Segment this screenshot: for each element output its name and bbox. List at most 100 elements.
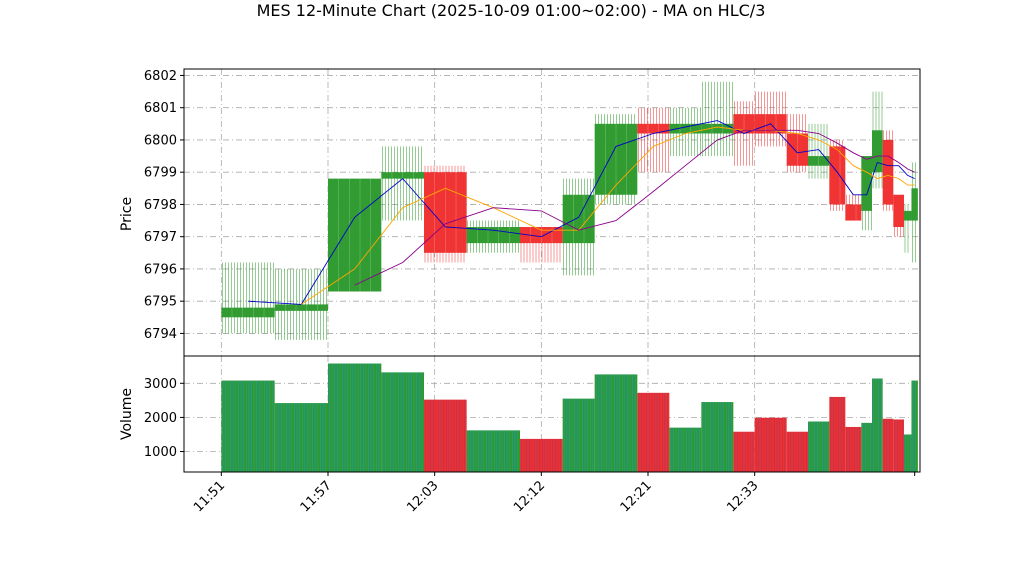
candle [221,262,275,334]
price-tick-label: 6796 [144,262,177,277]
volume-bar-fill [466,430,520,472]
candle [754,91,787,147]
candle-body [381,172,424,179]
volume-bar [904,434,912,472]
candle-body [829,146,846,205]
candle [845,194,862,221]
volume-axis-label: Volume [119,388,135,440]
volume-bar [594,374,638,472]
volume-tick-label: 3000 [144,377,177,392]
candle-body [733,114,755,134]
volume-bar [882,418,894,472]
volume-bar-fill [893,419,904,472]
price-tick-label: 6794 [144,327,177,342]
volume-bar-fill [911,380,918,472]
volume-bar [754,417,787,472]
candle [328,178,382,292]
volume-bar [520,438,563,472]
candle [562,178,595,276]
volume-bar [328,363,382,472]
volume-bar [872,378,883,472]
candle-body [808,156,830,166]
candle [861,156,872,231]
candle [520,227,563,263]
volume-bar [733,431,755,472]
candle-body [701,123,734,134]
x-tick-label: 12:21 [618,478,655,515]
price-axis-label: Price [119,197,135,231]
price-tick-label: 6797 [144,230,177,245]
price-tick-label: 6800 [144,133,177,148]
volume-bar-fill [637,392,670,472]
candle-body [466,227,520,244]
x-axis: 11:51 11:57 12:03 12:12 12:21 12:33 [191,472,916,515]
candle-body [904,210,912,221]
candle-body [274,304,328,311]
volume-bar-fill [882,418,894,472]
volume-bar [381,372,424,472]
candle-body [669,123,702,134]
candle-body [594,123,638,195]
volume-bar [786,431,808,472]
volume-bar [669,427,702,472]
x-tick-label: 11:57 [298,478,335,515]
price-tick-label: 6798 [144,198,177,213]
candle [904,204,912,253]
price-tick-label: 6801 [144,101,177,116]
x-tick-label: 12:03 [404,478,441,515]
volume-bar [893,419,904,472]
candle-body [861,156,872,211]
candle-body [424,172,467,253]
volume-bar-fill [786,431,808,472]
moving-average-line [354,129,915,286]
volume-bar-fill [733,431,755,472]
candle-body [221,307,275,318]
price-tick-label: 6802 [144,69,177,84]
price-panel-frame [183,68,921,357]
volume-panel-frame [183,355,921,473]
x-tick-label: 11:51 [191,478,228,515]
x-tick-label: 12:33 [724,478,761,515]
candle-body [328,178,382,292]
candle [872,91,883,189]
volume-bar [829,396,846,472]
volume-bar [221,380,275,472]
volume-bar-fill [872,378,883,472]
candle-body [882,139,894,205]
candle-body [893,194,904,228]
volume-bar-fill [845,426,862,472]
candle [424,165,467,263]
volume-bar-fill [829,396,846,472]
candle [786,114,808,173]
volume-y-axis: 1000 2000 3000 [144,377,184,460]
candle-body [845,204,862,221]
volume-bar-fill [274,403,328,472]
volume-bar [466,430,520,472]
candle-body [637,123,670,134]
volume-bar [274,403,328,472]
volume-bar [911,380,918,472]
volume-bar [637,392,670,472]
candle-body [786,133,808,166]
candle [893,194,904,237]
price-gridlines [184,69,920,356]
candle [466,220,520,253]
candle [829,139,846,211]
volume-bar [861,422,872,472]
candles [221,81,918,340]
candle [669,107,702,157]
volume-bars [221,363,918,472]
candle [381,146,424,221]
volume-bar [701,402,734,472]
candle-body [562,194,595,244]
volume-bar [808,421,830,472]
candle [733,101,755,166]
volume-bar-fill [754,417,787,472]
moving-average-lines [247,120,915,305]
candle-body [911,188,918,221]
volume-tick-label: 1000 [144,445,177,460]
volume-bar [845,426,862,472]
volume-bar-fill [328,363,382,472]
